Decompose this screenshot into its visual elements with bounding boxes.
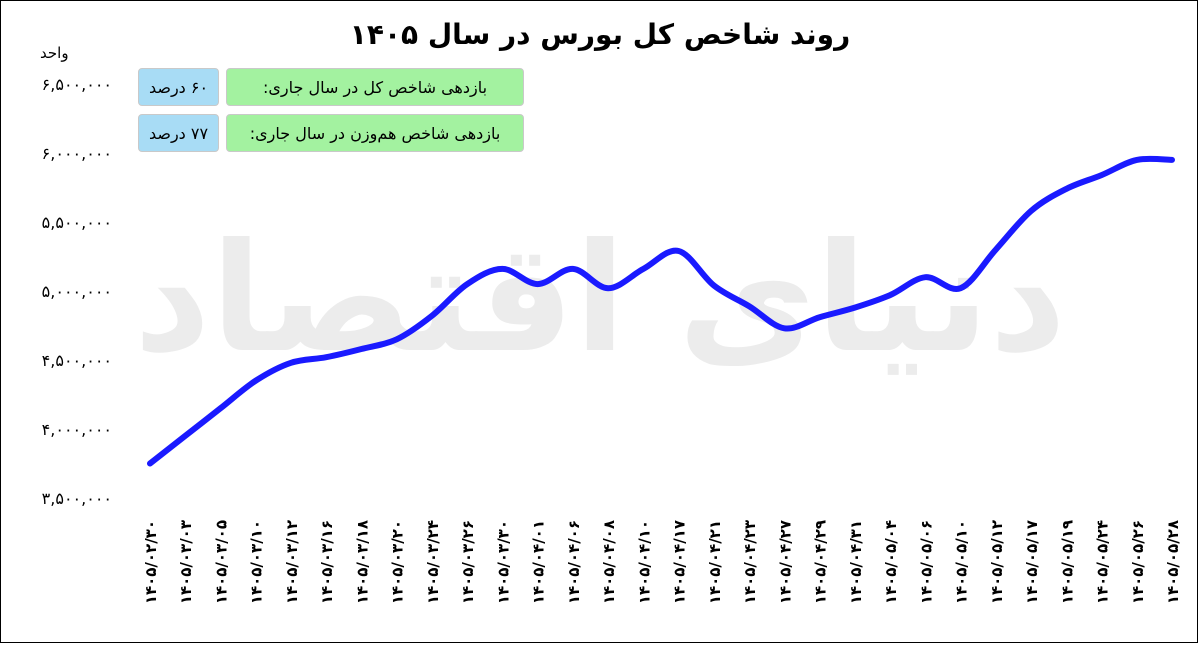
info-value-equal-weight-return: ۷۷ درصد xyxy=(138,114,219,152)
y-tick-label: ۵,۰۰۰,۰۰۰ xyxy=(42,282,112,301)
x-tick-label: ۱۴۰۵/۰۳/۱۶ xyxy=(318,520,336,604)
x-tick-label: ۱۴۰۵/۰۳/۱۰ xyxy=(248,520,266,604)
x-tick-label: ۱۴۰۵/۰۳/۱۲ xyxy=(283,520,301,604)
x-tick-label: ۱۴۰۵/۰۴/۲۱ xyxy=(706,520,724,604)
x-tick-label: ۱۴۰۵/۰۴/۱۷ xyxy=(671,520,689,604)
x-tick-label: ۱۴۰۵/۰۵/۲۴ xyxy=(1094,520,1112,604)
x-tick-label: ۱۴۰۵/۰۵/۲۶ xyxy=(1129,520,1147,604)
x-tick-label: ۱۴۰۵/۰۲/۳۰ xyxy=(142,520,160,604)
x-tick-label: ۱۴۰۵/۰۴/۱۰ xyxy=(635,520,653,604)
x-tick-label: ۱۴۰۵/۰۳/۰۳ xyxy=(177,520,195,604)
x-tick-label: ۱۴۰۵/۰۳/۲۰ xyxy=(389,520,407,604)
x-tick-label: ۱۴۰۵/۰۵/۰۶ xyxy=(917,520,935,604)
x-tick-label: ۱۴۰۵/۰۴/۰۶ xyxy=(565,520,583,604)
x-tick-label: ۱۴۰۵/۰۳/۲۶ xyxy=(459,520,477,604)
x-tick-label: ۱۴۰۵/۰۵/۱۰ xyxy=(953,520,971,604)
series-line xyxy=(147,155,1175,467)
x-tick-label: ۱۴۰۵/۰۴/۳۱ xyxy=(847,520,865,604)
info-label-index-return: بازدهی شاخص کل در سال جاری: xyxy=(226,68,524,106)
y-tick-label: ۴,۰۰۰,۰۰۰ xyxy=(42,420,112,439)
x-tick-label: ۱۴۰۵/۰۵/۱۷ xyxy=(1023,520,1041,604)
x-tick-label: ۱۴۰۵/۰۵/۲۸ xyxy=(1164,520,1182,604)
x-tick-label: ۱۴۰۵/۰۳/۲۴ xyxy=(424,520,442,604)
x-tick-label: ۱۴۰۵/۰۴/۲۳ xyxy=(741,520,759,604)
y-tick-label: ۶,۵۰۰,۰۰۰ xyxy=(42,75,112,94)
x-tick-label: ۱۴۰۵/۰۳/۱۸ xyxy=(353,520,371,604)
x-tick-label: ۱۴۰۵/۰۴/۲۷ xyxy=(776,520,794,604)
x-axis-ticks: ۱۴۰۵/۰۵/۲۸ ۱۴۰۵/۰۵/۲۶ ۱۴۰۵/۰۵/۲۴ ۱۴۰۵/۰۵/۱۹… xyxy=(142,520,1182,604)
x-tick-label: ۱۴۰۵/۰۳/۳۰ xyxy=(494,520,512,604)
info-value-index-return: ۶۰ درصد xyxy=(138,68,219,106)
y-axis-ticks: ۳,۵۰۰,۰۰۰ ۴,۰۰۰,۰۰۰ ۴,۵۰۰,۰۰۰ ۵,۰۰۰,۰۰۰ ۵,۵۰… xyxy=(42,75,112,508)
y-tick-label: ۶,۰۰۰,۰۰۰ xyxy=(42,144,112,163)
x-tick-label: ۱۴۰۵/۰۵/۱۹ xyxy=(1058,520,1076,604)
x-tick-label: ۱۴۰۵/۰۴/۰۸ xyxy=(600,520,618,604)
x-tick-label: ۱۴۰۵/۰۳/۰۵ xyxy=(212,520,230,604)
y-axis-unit-label: واحد xyxy=(40,44,69,62)
y-tick-label: ۵,۵۰۰,۰۰۰ xyxy=(42,213,112,232)
y-tick-label: ۴,۵۰۰,۰۰۰ xyxy=(42,351,112,370)
x-tick-label: ۱۴۰۵/۰۴/۲۹ xyxy=(812,520,830,604)
chart-title: روند شاخص کل بورس در سال ۱۴۰۵ xyxy=(349,18,851,51)
y-tick-label: ۳,۵۰۰,۰۰۰ xyxy=(42,489,112,508)
watermark-logo: دنیای اقتصاد xyxy=(134,212,1067,386)
x-tick-label: ۱۴۰۵/۰۵/۰۴ xyxy=(882,520,900,604)
info-label-equal-weight-return: بازدهی شاخص هم‌وزن در سال جاری: xyxy=(226,114,524,152)
x-tick-label: ۱۴۰۵/۰۴/۰۱ xyxy=(530,520,548,604)
x-tick-label: ۱۴۰۵/۰۵/۱۲ xyxy=(988,520,1006,604)
